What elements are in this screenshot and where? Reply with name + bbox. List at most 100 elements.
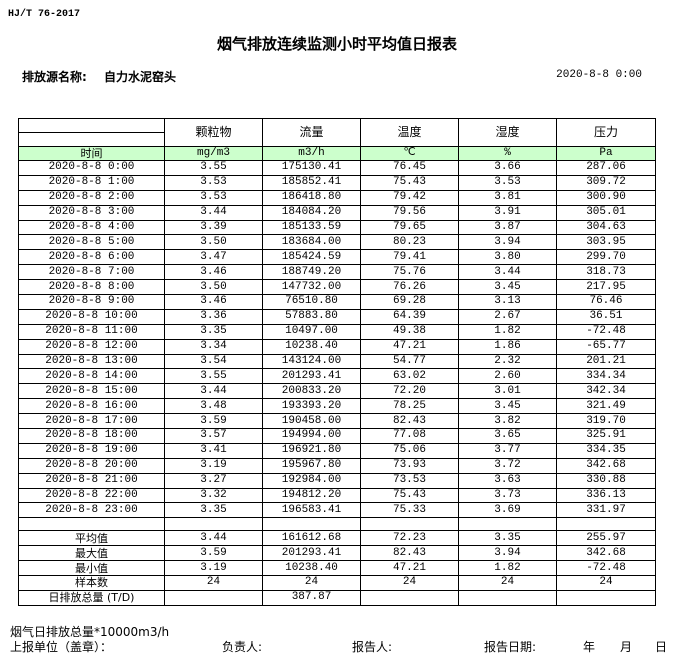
particulate-cell: 24 — [164, 575, 263, 591]
humidity-cell: 3.01 — [458, 383, 557, 400]
temperature-cell: 79.42 — [360, 189, 459, 206]
hourly-row: 2020-8-8 23:00 3.35 196583.41 75.33 3.69 331.… — [18, 502, 656, 519]
particulate-cell: 3.54 — [164, 353, 263, 370]
flow-cell: 24 — [262, 575, 361, 591]
temperature-cell: 54.77 — [360, 353, 459, 370]
hourly-row: 2020-8-8 21:00 3.27 192984.00 73.53 3.63 330.… — [18, 472, 656, 489]
hourly-row: 2020-8-8 14:00 3.55 201293.41 63.02 2.60 334.… — [18, 368, 656, 385]
time-cell: 2020-8-8 1:00 — [18, 174, 165, 191]
particulate-cell: 3.19 — [164, 560, 263, 577]
particulate-cell: 3.36 — [164, 308, 263, 325]
flow-cell: 194994.00 — [262, 428, 361, 444]
particulate-cell: 3.53 — [164, 189, 263, 206]
time-cell: 2020-8-8 13:00 — [18, 353, 165, 370]
particulate-cell: 3.34 — [164, 338, 263, 355]
hourly-row: 2020-8-8 17:00 3.59 190458.00 82.43 3.82 319.… — [18, 413, 656, 430]
humidity-cell: 2.60 — [458, 368, 557, 385]
temperature-cell: 72.20 — [360, 383, 459, 400]
flow-cell: 201293.41 — [262, 545, 361, 562]
flow-cell: 76510.80 — [262, 294, 361, 310]
hourly-row: 2020-8-8 1:00 3.53 185852.41 75.43 3.53 309.7… — [18, 174, 656, 191]
flow-cell: 192984.00 — [262, 472, 361, 489]
temperature-cell: 80.23 — [360, 234, 459, 251]
particulate-cell: 3.57 — [164, 428, 263, 444]
pressure-cell: -72.48 — [556, 323, 656, 340]
particulate-cell: 3.41 — [164, 442, 263, 459]
time-cell: 2020-8-8 5:00 — [18, 234, 165, 251]
pressure-cell: 342.34 — [556, 383, 656, 400]
header-row: 颗粒物 流量 温度 湿度 压力 — [18, 118, 656, 147]
temperature-cell — [360, 589, 459, 606]
particulate-cell: 3.59 — [164, 545, 263, 562]
report-date-label: 报告日期: — [484, 640, 537, 654]
flow-cell: 10238.40 — [262, 338, 361, 355]
particulate-cell: 3.35 — [164, 323, 263, 340]
temperature-cell: 72.23 — [360, 530, 459, 547]
temperature-cell: 79.56 — [360, 204, 459, 221]
hourly-row: 2020-8-8 9:00 3.46 76510.80 69.28 3.13 76.46 — [18, 294, 656, 310]
empty-cell — [556, 517, 656, 532]
temperature-cell: 75.33 — [360, 502, 459, 519]
pressure-cell: 303.95 — [556, 234, 656, 251]
source-label: 排放源名称: — [22, 70, 87, 84]
flow-cell: 196921.80 — [262, 442, 361, 459]
blank-row — [18, 517, 656, 532]
header-corner-top — [18, 118, 165, 133]
empty-cell — [262, 517, 361, 532]
humidity-cell: 1.82 — [458, 560, 557, 577]
flow-cell: 175130.41 — [262, 160, 361, 176]
time-cell: 2020-8-8 21:00 — [18, 472, 165, 489]
header-corner-bottom — [18, 132, 165, 147]
humidity-cell: 3.44 — [458, 264, 557, 281]
time-cell: 2020-8-8 19:00 — [18, 442, 165, 459]
empty-cell — [18, 517, 165, 532]
particulate-cell — [164, 589, 263, 606]
temperature-cell: 82.43 — [360, 545, 459, 562]
time-cell: 2020-8-8 10:00 — [18, 308, 165, 325]
hourly-row: 2020-8-8 0:00 3.55 175130.41 76.45 3.66 287.0… — [18, 160, 656, 176]
time-cell: 2020-8-8 15:00 — [18, 383, 165, 400]
reporter-label: 报告人: — [352, 640, 393, 654]
reporting-unit-label: 上报单位（盖章）： — [10, 640, 113, 654]
pressure-cell: 342.68 — [556, 457, 656, 474]
particulate-cell: 3.19 — [164, 457, 263, 474]
year-label: 年 — [583, 640, 596, 654]
humidity-cell: 3.73 — [458, 487, 557, 504]
flow-cell: 190458.00 — [262, 413, 361, 430]
humidity-cell: 3.87 — [458, 219, 557, 236]
pressure-cell: 299.70 — [556, 249, 656, 266]
header-humidity: 湿度 — [458, 118, 557, 147]
time-cell: 2020-8-8 20:00 — [18, 457, 165, 474]
particulate-cell: 3.44 — [164, 383, 263, 400]
hourly-row: 2020-8-8 16:00 3.48 193393.20 78.25 3.45 321.… — [18, 398, 656, 415]
pressure-cell: 334.35 — [556, 442, 656, 459]
summary-label: 最大值 — [18, 545, 165, 562]
report-title: 烟气排放连续监测小时平均值日报表 — [216, 35, 457, 53]
pressure-cell: 305.01 — [556, 204, 656, 221]
hourly-row: 2020-8-8 19:00 3.41 196921.80 75.06 3.77 334.… — [18, 442, 656, 459]
pressure-cell: 330.88 — [556, 472, 656, 489]
empty-cell — [360, 517, 459, 532]
humidity-cell: 3.94 — [458, 545, 557, 562]
particulate-cell: 3.53 — [164, 174, 263, 191]
hourly-row: 2020-8-8 4:00 3.39 185133.59 79.65 3.87 304.6… — [18, 219, 656, 236]
particulate-cell: 3.39 — [164, 219, 263, 236]
report-table: 颗粒物 流量 温度 湿度 压力 时间 mg/m3 m3/h ℃ % Pa 202… — [18, 118, 656, 606]
flow-cell: 185852.41 — [262, 174, 361, 191]
flow-cell: 200833.20 — [262, 383, 361, 400]
unit-temperature: ℃ — [360, 146, 459, 161]
empty-cell — [458, 517, 557, 532]
flow-cell: 387.87 — [262, 589, 361, 606]
humidity-cell: 3.45 — [458, 279, 557, 296]
time-cell: 2020-8-8 11:00 — [18, 323, 165, 340]
humidity-cell: 3.69 — [458, 502, 557, 519]
humidity-cell: 3.72 — [458, 457, 557, 474]
unit-humidity: % — [458, 146, 557, 161]
flow-cell: 185133.59 — [262, 219, 361, 236]
temperature-cell: 73.93 — [360, 457, 459, 474]
summary-label: 平均值 — [18, 530, 165, 547]
time-cell: 2020-8-8 23:00 — [18, 502, 165, 519]
hourly-row: 2020-8-8 3:00 3.44 184084.20 79.56 3.91 305.0… — [18, 204, 656, 221]
temperature-cell: 79.65 — [360, 219, 459, 236]
particulate-cell: 3.44 — [164, 204, 263, 221]
